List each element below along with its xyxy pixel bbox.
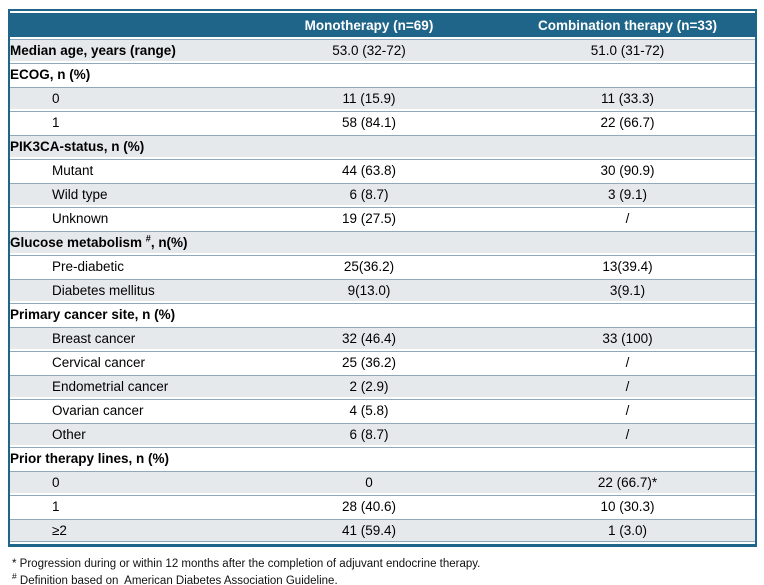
table-row: Other 6 (8.7) / [10,423,755,445]
row-label: Ovarian cancer [10,399,238,421]
row-label: Primary cancer site, n (%) [10,303,755,325]
cell-combination: / [500,399,755,421]
cell-combination: / [500,375,755,397]
cell-monotherapy: 58 (84.1) [238,111,500,133]
cell-combination: 22 (66.7) [500,111,755,133]
table-row: 1 58 (84.1) 22 (66.7) [10,111,755,133]
row-label: Endometrial cancer [10,375,238,397]
row-label: Diabetes mellitus [10,279,238,301]
cell-combination: 30 (90.9) [500,159,755,181]
cell-monotherapy: 2 (2.9) [238,375,500,397]
table-row: Unknown 19 (27.5) / [10,207,755,229]
cell-combination: / [500,423,755,445]
row-label-text: Glucose metabolism [10,235,146,250]
cell-combination: 22 (66.7)* [500,471,755,493]
column-header-blank [10,13,238,37]
column-header-monotherapy: Monotherapy (n=69) [238,13,500,37]
cell-monotherapy: 53.0 (32-72) [238,39,500,61]
table-row: Wild type 6 (8.7) 3 (9.1) [10,183,755,205]
footnotes: * Progression during or within 12 months… [12,556,764,585]
row-label: Median age, years (range) [10,39,238,61]
baseline-characteristics-table: Monotherapy (n=69) Combination therapy (… [8,9,757,547]
footnote-text: Definition based on American Diabetes As… [16,575,338,585]
row-label: Pre-diabetic [10,255,238,277]
table-row: 0 11 (15.9) 11 (33.3) [10,87,755,109]
table-row: Mutant 44 (63.8) 30 (90.9) [10,159,755,181]
table-container: Monotherapy (n=69) Combination therapy (… [8,9,757,547]
hash-marker: # [12,571,17,582]
cell-combination: 11 (33.3) [500,87,755,109]
cell-monotherapy: 32 (46.4) [238,327,500,349]
row-label: 1 [10,495,238,517]
row-label: 0 [10,87,238,109]
table-body: Median age, years (range) 53.0 (32-72) 51.… [10,39,755,542]
table-row: 1 28 (40.6) 10 (30.3) [10,495,755,517]
footnote-text: Progression during or within 12 months a… [16,558,481,570]
cell-combination: 1 (3.0) [500,519,755,542]
cell-combination: 33 (100) [500,327,755,349]
section-header-row: Glucose metabolism #, n(%) [10,231,755,253]
table-row: Cervical cancer 25 (36.2) / [10,351,755,373]
row-label: Wild type [10,183,238,205]
cell-monotherapy: 19 (27.5) [238,207,500,229]
cell-monotherapy: 25(36.2) [238,255,500,277]
hash-superscript: # [145,233,151,244]
cell-monotherapy: 6 (8.7) [238,423,500,445]
cell-combination: 3(9.1) [500,279,755,301]
table-row: Pre-diabetic 25(36.2) 13(39.4) [10,255,755,277]
cell-combination: / [500,351,755,373]
section-header-row: ECOG, n (%) [10,63,755,85]
table-row: ≥2 41 (59.4) 1 (3.0) [10,519,755,542]
footnote-hash: # Definition based on American Diabetes … [12,571,764,585]
cell-monotherapy: 11 (15.9) [238,87,500,109]
row-label: Glucose metabolism #, n(%) [10,231,755,253]
section-header-row: Prior therapy lines, n (%) [10,447,755,469]
row-label: ≥2 [10,519,238,542]
table-row: Breast cancer 32 (46.4) 33 (100) [10,327,755,349]
row-label: Other [10,423,238,445]
cell-combination: 13(39.4) [500,255,755,277]
row-label: Unknown [10,207,238,229]
row-label: Breast cancer [10,327,238,349]
row-label: Mutant [10,159,238,181]
cell-monotherapy: 25 (36.2) [238,351,500,373]
row-label: Cervical cancer [10,351,238,373]
asterisk-marker: * [12,558,17,570]
cell-combination: / [500,207,755,229]
row-label: ECOG, n (%) [10,63,755,85]
cell-combination: 3 (9.1) [500,183,755,205]
footnote-asterisk: * Progression during or within 12 months… [12,556,764,573]
section-header-row: PIK3CA-status, n (%) [10,135,755,157]
column-header-combination-therapy: Combination therapy (n=33) [500,13,755,37]
cell-monotherapy: 6 (8.7) [238,183,500,205]
cell-combination: 51.0 (31-72) [500,39,755,61]
row-label: 1 [10,111,238,133]
row-label: 0 [10,471,238,493]
row-label: Prior therapy lines, n (%) [10,447,755,469]
table-row: Median age, years (range) 53.0 (32-72) 51.… [10,39,755,61]
cell-monotherapy: 0 [238,471,500,493]
section-header-row: Primary cancer site, n (%) [10,303,755,325]
row-label: PIK3CA-status, n (%) [10,135,755,157]
cell-combination: 10 (30.3) [500,495,755,517]
table-row: Ovarian cancer 4 (5.8) / [10,399,755,421]
cell-monotherapy: 9(13.0) [238,279,500,301]
cell-monotherapy: 28 (40.6) [238,495,500,517]
cell-monotherapy: 44 (63.8) [238,159,500,181]
row-label-suffix: , n(%) [150,235,188,250]
cell-monotherapy: 41 (59.4) [238,519,500,542]
table-header: Monotherapy (n=69) Combination therapy (… [10,13,755,37]
table-row: Diabetes mellitus 9(13.0) 3(9.1) [10,279,755,301]
cell-monotherapy: 4 (5.8) [238,399,500,421]
header-row: Monotherapy (n=69) Combination therapy (… [10,13,755,37]
table-row: Endometrial cancer 2 (2.9) / [10,375,755,397]
table-row: 0 0 22 (66.7)* [10,471,755,493]
